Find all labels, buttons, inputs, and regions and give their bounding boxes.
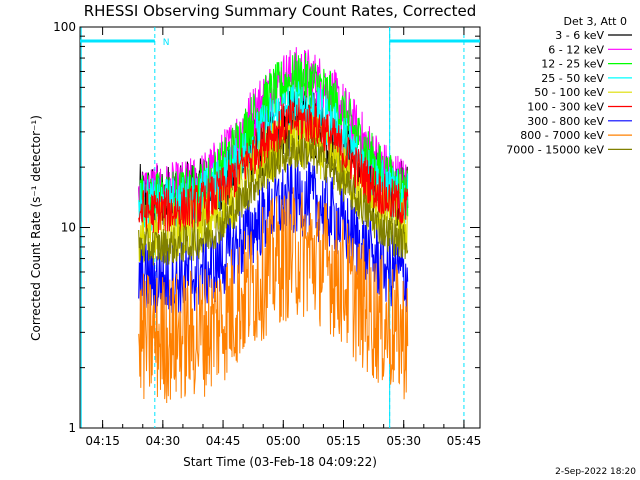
x-axis: 04:15 04:30 04:45 05:00 05:15 05:30 05:45 [85, 27, 481, 448]
legend-label-5: 100 - 300 keV [527, 101, 604, 114]
legend-label-8: 7000 - 15000 keV [506, 143, 604, 156]
legend-label-2: 12 - 25 keV [541, 58, 604, 71]
y-axis-label: Corrected Count Rate (s⁻¹ detector⁻¹) [29, 115, 43, 341]
y-axis: 1 10 100 [53, 20, 480, 435]
y-tick-label: 10 [61, 221, 76, 235]
y-tick-label: 100 [53, 20, 76, 34]
x-tick-label: 05:30 [386, 434, 421, 448]
x-tick-label: 05:00 [266, 434, 301, 448]
series-group [138, 47, 409, 404]
date-stamp: 2-Sep-2022 18:20 [555, 467, 636, 477]
series-line-5 [138, 98, 409, 234]
series-line-7 [138, 187, 409, 404]
legend-title: Det 3, Att 0 [564, 15, 628, 28]
legend-label-0: 3 - 6 keV [555, 29, 604, 42]
series-line-8 [138, 133, 409, 266]
legend-label-3: 25 - 50 keV [541, 72, 604, 85]
legend-label-7: 800 - 7000 keV [520, 129, 604, 142]
x-tick-label: 05:15 [326, 434, 361, 448]
x-tick-label: 04:45 [206, 434, 241, 448]
x-tick-label: 05:45 [447, 434, 482, 448]
night-label: N [163, 38, 170, 48]
chart-title: RHESSI Observing Summary Count Rates, Co… [84, 2, 477, 20]
plot-area: N 04:15 04:30 04:45 05:00 05:15 05:30 05:45 11… [53, 20, 481, 448]
legend-label-6: 300 - 800 keV [527, 115, 604, 128]
legend-label-4: 50 - 100 keV [534, 86, 604, 99]
x-tick-label: 04:15 [85, 434, 120, 448]
x-tick-label: 04:30 [146, 434, 181, 448]
legend-label-1: 6 - 12 keV [548, 43, 604, 56]
y-tick-label: 1 [68, 421, 76, 435]
x-axis-label: Start Time (03-Feb-18 04:09:22) [183, 455, 377, 469]
